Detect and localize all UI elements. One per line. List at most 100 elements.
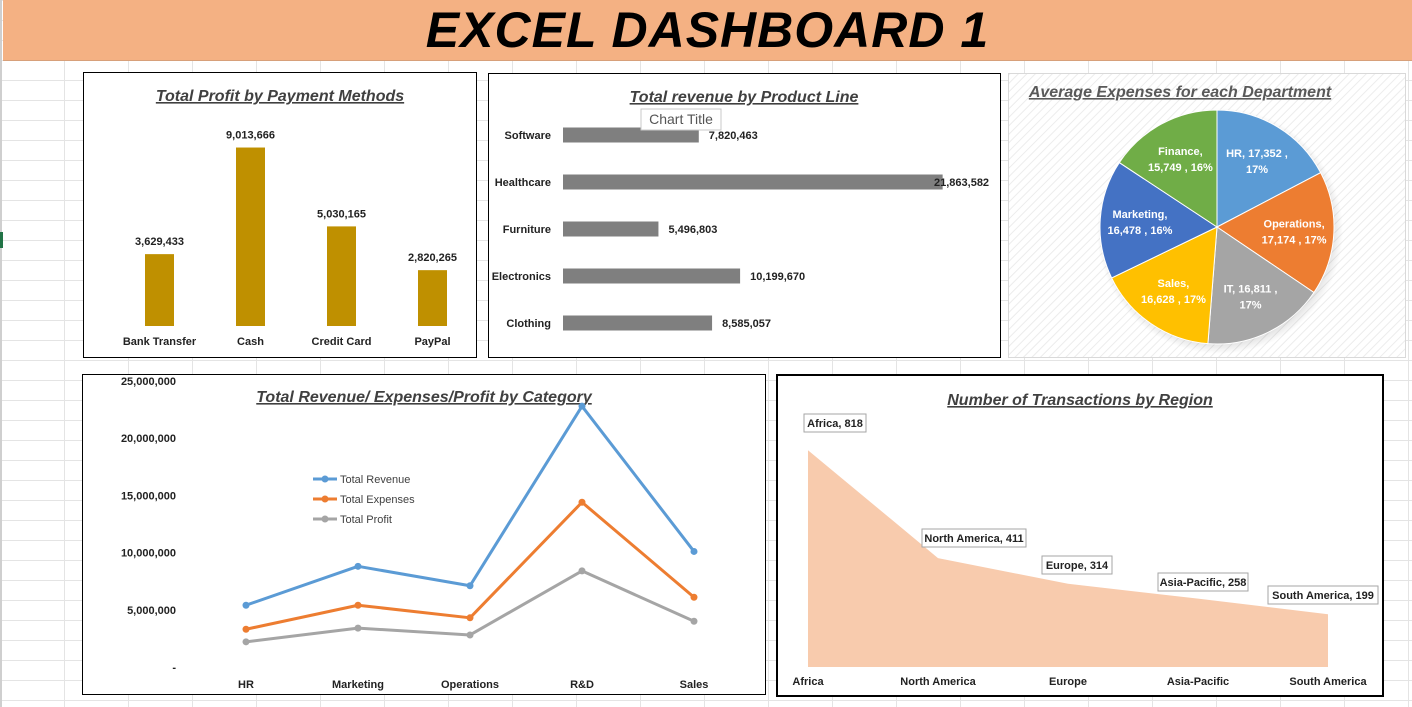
slice-label: 17% [1246, 164, 1268, 176]
y-tick-label: 20,000,000 [121, 433, 176, 445]
y-tick-label: - [172, 662, 176, 674]
slice-label: Operations, [1264, 218, 1325, 230]
category-plot: Total Revenue/ Expenses/Profit by Catego… [121, 376, 709, 691]
x-tick-label: South America [1289, 676, 1367, 688]
pie-slice [1216, 109, 1322, 228]
data-point [354, 562, 362, 570]
product-line-plot: Total revenue by Product Line Software 7,8… [492, 89, 989, 331]
data-point [466, 614, 474, 622]
y-tick-label: 15,000,000 [121, 490, 176, 502]
category-label: Furniture [503, 224, 551, 236]
x-tick-label: Europe [1049, 676, 1087, 688]
data-label: 10,199,670 [750, 271, 805, 283]
data-point [466, 582, 474, 590]
payment-method-chart[interactable]: Total Profit by Payment Methods 3,629,433… [83, 72, 477, 358]
x-tick-label: Sales [680, 679, 709, 691]
slice-label: Marketing, [1112, 209, 1167, 221]
slice-label: 17% [1240, 300, 1262, 312]
bar [327, 226, 356, 326]
data-label: 2,820,265 [408, 252, 457, 264]
x-tick-label: Asia-Pacific [1167, 676, 1229, 688]
data-point [354, 601, 362, 609]
data-point [242, 625, 250, 633]
tooltip-text: Chart Title [649, 111, 713, 127]
legend-marker [321, 515, 329, 523]
data-label-box [1157, 572, 1249, 592]
dashboard-title: EXCEL DASHBOARD 1 [425, 2, 990, 58]
slice-label: IT, 16,811 , [1224, 284, 1278, 296]
legend-marker [321, 475, 329, 483]
legend-label: Total Expenses [340, 494, 415, 506]
data-point [690, 617, 698, 625]
data-label-box [1267, 585, 1379, 605]
data-point [242, 638, 250, 646]
data-label: 9,013,666 [226, 130, 275, 142]
pie-slice [1118, 109, 1218, 228]
slice-label: HR, 17,352 , [1226, 148, 1288, 160]
legend-label: Total Profit [340, 514, 392, 526]
area-fill [808, 450, 1328, 667]
data-label: 7,820,463 [709, 130, 758, 142]
data-label: Europe, 314 [1046, 560, 1109, 572]
legend-label: Total Revenue [340, 474, 410, 486]
chart-title: Total Revenue/ Expenses/Profit by Catego… [256, 389, 593, 406]
category-label: PayPal [414, 336, 450, 348]
x-tick-label: Marketing [332, 679, 384, 691]
product-line-chart[interactable]: Total revenue by Product Line Software 7,8… [488, 73, 1001, 358]
chart-title: Total Profit by Payment Methods [156, 88, 404, 105]
data-point [354, 624, 362, 632]
data-point [578, 498, 586, 506]
data-label: North America, 411 [924, 533, 1023, 545]
data-label: Asia-Pacific, 258 [1160, 577, 1247, 589]
category-chart[interactable]: Total Revenue/ Expenses/Profit by Catego… [82, 374, 766, 695]
bar [563, 127, 699, 143]
slice-label: 16,628 , 17% [1141, 294, 1206, 306]
category-label: Bank Transfer [123, 336, 197, 348]
pie-slice [1216, 172, 1335, 294]
chart-title: Number of Transactions by Region [947, 392, 1213, 409]
category-label: Electronics [492, 271, 551, 283]
active-row-indicator [0, 232, 3, 248]
category-label: Clothing [506, 318, 551, 330]
slice-label: Sales, [1158, 278, 1190, 290]
series-line [245, 500, 695, 631]
x-tick-label: Africa [792, 676, 824, 688]
data-label: 8,585,057 [722, 318, 771, 330]
data-label: 5,496,803 [668, 224, 717, 236]
pie-slice [1099, 161, 1219, 279]
data-label: 5,030,165 [317, 208, 366, 220]
bar [418, 270, 447, 326]
legend-marker [321, 495, 329, 503]
tooltip-box [640, 108, 722, 131]
data-label-box [1041, 555, 1113, 575]
category-label: Cash [237, 336, 264, 348]
bar [563, 315, 713, 331]
region-transactions-plot: Number of Transactions by Region Africa No… [792, 392, 1379, 688]
department-expenses-chart[interactable]: Average Expenses for each Department HR, … [1008, 73, 1406, 358]
slice-label: Finance, [1158, 146, 1203, 158]
category-label: Software [505, 130, 551, 142]
sheet-left-edge [0, 0, 2, 707]
y-tick-label: 5,000,000 [127, 605, 176, 617]
data-label: 3,629,433 [135, 236, 184, 248]
data-point [466, 631, 474, 639]
bar [563, 221, 659, 237]
bar [563, 174, 943, 190]
bar [236, 147, 265, 326]
pie-slice [1207, 226, 1315, 345]
x-tick-label: HR [238, 679, 254, 691]
x-tick-label: Operations [441, 679, 499, 691]
y-tick-label: 10,000,000 [121, 548, 176, 560]
payment-method-plot: Total Profit by Payment Methods 3,629,433… [123, 88, 457, 348]
dashboard-banner: EXCEL DASHBOARD 1 [3, 0, 1412, 61]
x-tick-label: North America [900, 676, 976, 688]
data-label: Africa, 818 [807, 418, 863, 430]
slice-label: 16,478 , 16% [1108, 225, 1173, 237]
slice-label: 17,174 , 17% [1262, 234, 1327, 246]
chart-title: Average Expenses for each Department [1028, 84, 1332, 101]
slice-label: 15,749 , 16% [1148, 162, 1213, 174]
y-tick-label: 25,000,000 [121, 376, 176, 388]
pie-slice [1110, 226, 1218, 345]
region-transactions-chart[interactable]: Number of Transactions by Region Africa No… [776, 374, 1384, 697]
data-point [242, 601, 250, 609]
